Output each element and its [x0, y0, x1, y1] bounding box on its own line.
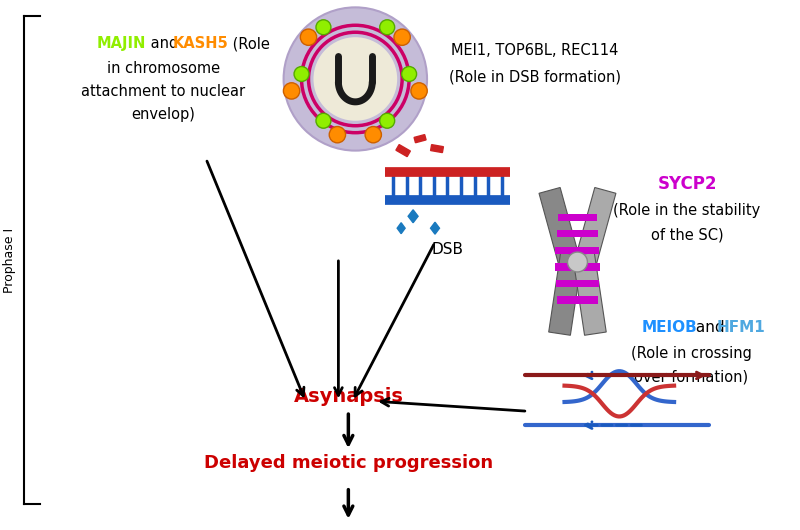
Bar [557, 230, 598, 237]
Polygon shape [414, 135, 426, 143]
Circle shape [316, 113, 331, 128]
Text: (Role in DSB formation): (Role in DSB formation) [449, 69, 621, 84]
Text: in chromosome: in chromosome [106, 61, 220, 76]
Polygon shape [573, 188, 616, 273]
Polygon shape [396, 145, 410, 157]
Text: KASH5: KASH5 [173, 36, 229, 51]
Bar [558, 214, 597, 221]
Circle shape [294, 67, 309, 82]
Polygon shape [430, 222, 439, 234]
Bar [555, 246, 599, 254]
Polygon shape [397, 223, 405, 234]
Bar [555, 263, 600, 270]
Circle shape [316, 20, 331, 34]
Polygon shape [430, 145, 443, 153]
Circle shape [300, 29, 317, 46]
Text: envelop): envelop) [131, 107, 195, 122]
Circle shape [283, 83, 300, 99]
Polygon shape [549, 252, 582, 335]
Text: and: and [146, 36, 183, 51]
Text: (Role: (Role [228, 36, 270, 51]
Circle shape [314, 37, 397, 121]
Circle shape [567, 252, 587, 272]
Text: (Role in the stability: (Role in the stability [614, 204, 761, 218]
Circle shape [365, 127, 382, 143]
Bar [558, 296, 598, 304]
Text: HFM1: HFM1 [717, 320, 766, 335]
Text: MEIOB: MEIOB [642, 320, 697, 335]
Text: MEI1, TOP6BL, REC114: MEI1, TOP6BL, REC114 [451, 43, 618, 58]
Circle shape [394, 29, 410, 46]
Polygon shape [408, 210, 418, 223]
Circle shape [380, 113, 394, 128]
Circle shape [411, 83, 427, 99]
Circle shape [380, 20, 394, 34]
Text: and: and [691, 320, 730, 335]
Polygon shape [573, 252, 606, 335]
Text: DSB: DSB [431, 242, 463, 257]
Text: Prophase I: Prophase I [3, 227, 16, 293]
Text: attachment to nuclear: attachment to nuclear [81, 84, 245, 99]
Circle shape [402, 67, 417, 82]
Polygon shape [539, 188, 582, 273]
Text: over formation): over formation) [634, 369, 748, 384]
Text: Delayed meiotic progression: Delayed meiotic progression [204, 454, 493, 472]
Text: MAJIN: MAJIN [96, 36, 146, 51]
Text: SYCP2: SYCP2 [658, 175, 717, 193]
Circle shape [330, 127, 346, 143]
Text: (Role in crossing: (Role in crossing [630, 346, 751, 360]
Text: Asynapsis: Asynapsis [294, 387, 403, 407]
Bar [556, 279, 598, 287]
Text: of the SC): of the SC) [650, 227, 723, 242]
Circle shape [284, 7, 427, 151]
